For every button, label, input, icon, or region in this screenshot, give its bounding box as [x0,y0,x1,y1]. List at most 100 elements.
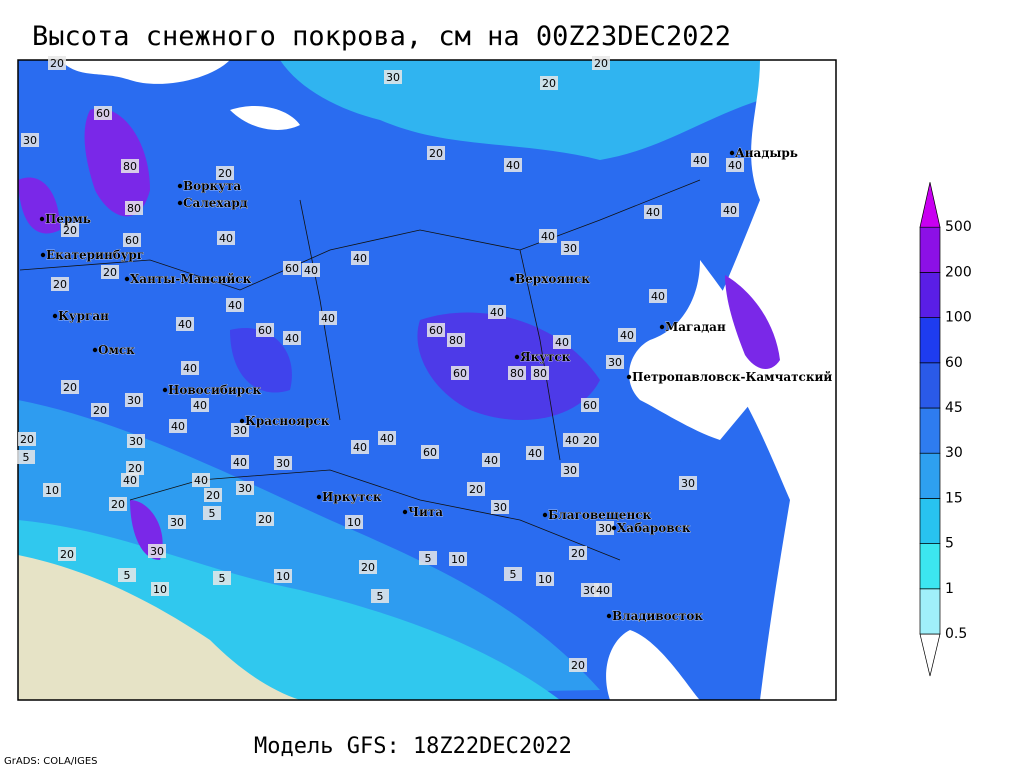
city-dot [124,276,130,282]
city-dot [514,354,520,360]
contour-label-box [581,398,599,412]
contour-label: 20 [63,381,77,394]
contour-label: 20 [361,561,375,574]
contour-label: 40 [285,332,299,345]
contour-label-box [121,159,139,173]
contour-label: 20 [258,513,272,526]
contour-label-box [467,482,485,496]
contour-label-box [236,481,254,495]
city-dot [52,313,58,319]
contour-label: 40 [171,420,185,433]
city-label: Иркутск [322,490,382,504]
contour-label-box [569,546,587,560]
contour-label: 30 [681,477,695,490]
contour-label: 60 [96,107,110,120]
contour-label: 30 [563,464,577,477]
city-label: Салехард [183,196,248,210]
contour-label: 40 [565,434,579,447]
contour-label-box [21,133,39,147]
contour-label: 80 [510,367,524,380]
contour-label-box [17,450,35,464]
contour-label-box [504,567,522,581]
city-dot [239,418,245,424]
borders [19,179,701,561]
contour-label: 20 [469,483,483,496]
colorbar-band [919,226,941,273]
contour-label: 40 [321,312,335,325]
contour-label: 20 [594,57,608,70]
city-label: Благовещенск [548,508,652,522]
contour-label: 60 [429,324,443,337]
contour-label: 30 [608,356,622,369]
deep-snow [230,328,292,393]
contour-label-box [176,317,194,331]
contour-label-box [563,433,581,447]
city-label: Владивосток [612,609,703,623]
city-label: Якутск [520,350,571,364]
contour-label-box [482,453,500,467]
contour-label: 20 [103,266,117,279]
contour-label: 40 [651,290,665,303]
contour-label-box [721,203,739,217]
credit: GrADS: COLA/IGES [4,756,98,767]
contour-label: 60 [423,446,437,459]
contour-label-box [226,298,244,312]
contour-label: 30 [127,394,141,407]
city-label: Красноярск [245,414,330,428]
contour-label-box [581,433,599,447]
contour-label: 60 [453,367,467,380]
contour-label-box [231,455,249,469]
map-title: Высота снежного покрова, см на 00Z23DEC2… [32,21,731,52]
contour-label-box [127,434,145,448]
contour-label-box [504,158,522,172]
city-dot [40,252,46,258]
contour-label: 30 [276,457,290,470]
contour-label: 40 [723,204,737,217]
contour-label-box [726,158,744,172]
contour-label: 20 [429,147,443,160]
city-dot [316,494,322,500]
contour-label: 30 [598,522,612,535]
colorbar-band [919,362,941,409]
contour-label-box [121,473,139,487]
sea [230,105,300,130]
city-dot [177,183,183,189]
contour-label-box [125,201,143,215]
contour-label-box [691,153,709,167]
city-dot [611,525,617,531]
contour-label-box [283,261,301,275]
city-label: Магадан [665,320,726,334]
city-label: Анадырь [735,146,798,160]
contour-label-box [351,251,369,265]
contour-label-box [491,500,509,514]
contour-label: 60 [285,262,299,275]
contour-label: 40 [194,474,208,487]
contour-label: 40 [380,432,394,445]
contour-label: 30 [150,545,164,558]
contour-label: 10 [45,484,59,497]
contour-label: 40 [555,336,569,349]
contour-label: 40 [506,159,520,172]
deep-snow [18,177,60,234]
contour-label: 20 [93,404,107,417]
contour-label-box [18,432,36,446]
colorbar-label: 60 [945,355,963,371]
colorbar-band [919,317,941,364]
contour-label: 40 [541,230,555,243]
contour-label: 30 [386,71,400,84]
city-label: Хабаровск [617,521,691,535]
contour-label: 20 [128,462,142,475]
contour-label: 20 [583,434,597,447]
city-label: Омск [98,343,135,357]
contour-label: 20 [206,489,220,502]
contour-label: 40 [484,454,498,467]
colorbar-label: 200 [945,264,972,280]
contour-label-box [43,483,61,497]
contour-label-box [109,497,127,511]
contour-label: 5 [209,507,216,520]
contour-label-box [123,233,141,247]
contour-label-box [213,571,231,585]
contour-label-box [351,440,369,454]
